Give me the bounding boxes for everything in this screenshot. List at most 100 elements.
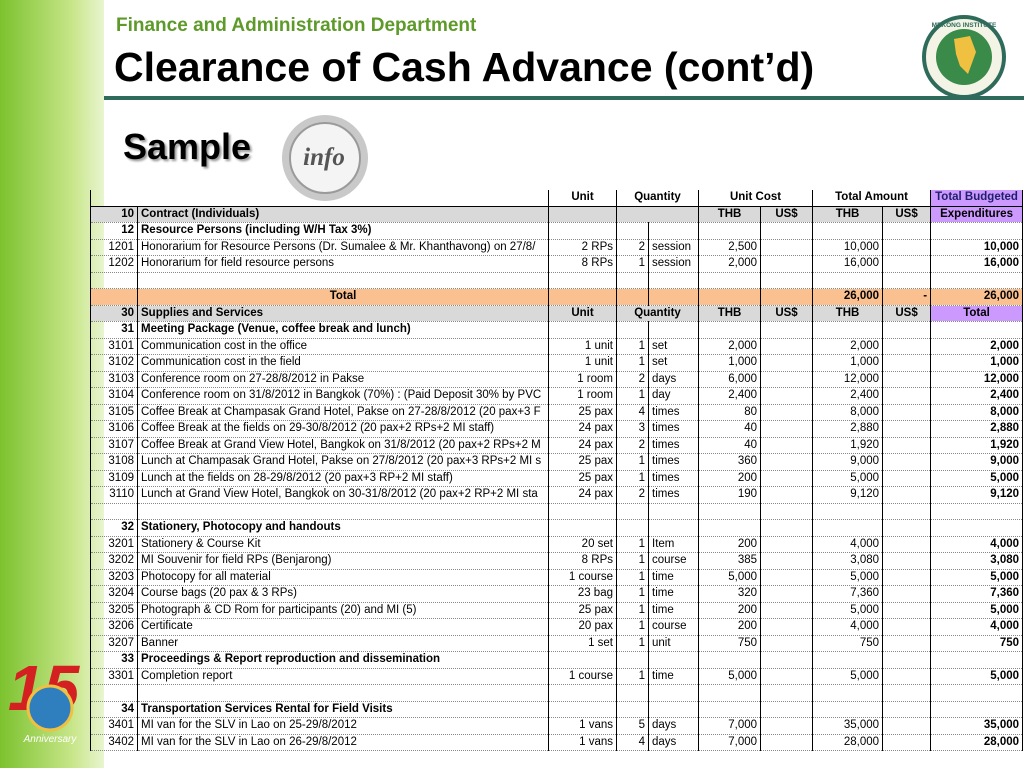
table-cell [698,272,762,289]
table-row: 3106 Coffee Break at the fields on 29-30/… [90,420,1024,438]
table-cell: Meeting Package (Venue, coffee break and… [137,321,549,339]
table-cell [812,503,884,520]
table-row: 3109 Lunch at the fields on 28-29/8/2012 … [90,470,1024,487]
table-cell: 3105 [90,404,138,421]
table-cell: 7,360 [812,585,884,603]
table-cell [548,503,617,520]
table-cell [882,387,932,405]
table-cell: 750 [812,635,884,652]
table-cell [760,222,814,240]
table-cell [760,684,814,702]
table-cell [882,668,932,685]
table-cell: 26,000 [812,288,884,306]
table-cell [548,651,617,669]
table-row: 3206 Certificate 20 pax 1 course 200 4,000 4,00… [90,618,1024,636]
table-cell: 10,000 [930,239,1024,256]
table-cell [760,503,814,520]
table-cell: 750 [930,635,1024,652]
table-cell: 30 [90,305,138,322]
table-cell: 5 [616,717,649,735]
table-cell: 1 [616,618,649,636]
table-cell: THB [698,206,762,223]
table-cell: 1 course [548,569,617,586]
table-cell: 2,880 [812,420,884,438]
table-row: 3105 Coffee Break at Champasak Grand Hote… [90,404,1024,421]
table-cell: 1 [616,585,649,603]
table-cell: 1 [616,453,649,471]
table-cell: 40 [698,437,762,454]
table-cell: 200 [698,602,762,619]
table-cell: 3103 [90,371,138,388]
table-cell [648,701,700,718]
table-cell: Conference room on 27-28/8/2012 in Pakse [137,371,549,388]
table-cell: 5,000 [812,602,884,619]
table-cell [812,519,884,537]
table-cell: US$ [882,206,932,223]
table-row: 3110 Lunch at Grand View Hotel, Bangkok o… [90,486,1024,504]
table-cell: Resource Persons (including W/H Tax 3%) [137,222,549,240]
table-cell [548,288,617,306]
table-cell: 4,000 [930,618,1024,636]
table-cell [812,272,884,289]
sample-label: Sample [123,126,252,167]
table-cell: 3204 [90,585,138,603]
table-cell: 35,000 [930,717,1024,735]
table-cell: 200 [698,470,762,487]
table-cell: 24 pax [548,420,617,438]
table-cell [882,734,932,751]
table-cell [812,701,884,718]
table-cell [760,470,814,487]
table-cell [760,272,814,289]
table-cell: 200 [698,618,762,636]
table-cell [882,371,932,388]
table-cell: times [648,486,700,504]
table-cell [882,321,932,339]
table-cell: times [648,470,700,487]
table-cell [616,321,649,339]
table-cell [882,272,932,289]
table-cell: 385 [698,552,762,570]
table-cell: Lunch at the fields on 28-29/8/2012 (20 … [137,470,549,487]
table-cell: 80 [698,404,762,421]
table-cell [548,519,617,537]
table-row: 3107 Coffee Break at Grand View Hotel, Ba… [90,437,1024,454]
table-cell: 6,000 [698,371,762,388]
table-cell: course [648,552,700,570]
table-cell [698,503,762,520]
table-row: 3203 Photocopy for all material 1 course 1 t… [90,569,1024,586]
table-cell [760,668,814,685]
table-row [90,503,1024,520]
table-row [90,684,1024,702]
table-cell: 1 [616,338,649,355]
table-cell: THB [812,305,884,322]
table-cell [90,684,138,702]
table-cell: 1 [616,635,649,652]
header-cell: Unit [548,190,617,207]
table-cell: 24 pax [548,486,617,504]
table-cell: 20 pax [548,618,617,636]
anniversary-logo: 15 Anniversary [8,652,81,745]
table-cell: 10,000 [812,239,884,256]
table-cell [930,503,1024,520]
table-cell [760,569,814,586]
table-row: 3204 Course bags (20 pax & 3 RPs) 23 bag 1 t… [90,585,1024,603]
table-cell [882,585,932,603]
table-cell: 5,000 [812,470,884,487]
table-cell [615,206,700,223]
table-row: 34 Transportation Services Rental for Fie… [90,701,1024,718]
table-cell: 3301 [90,668,138,685]
table-cell [616,684,649,702]
table-cell [698,288,762,306]
table-cell: 3110 [90,486,138,504]
table-cell: 1201 [90,239,138,256]
table-cell [648,222,700,240]
table-cell: 1 vans [548,717,617,735]
table-cell [760,354,814,372]
table-row: 31 Meeting Package (Venue, coffee break a… [90,321,1024,339]
table-cell: Total [137,288,549,306]
table-cell [882,437,932,454]
table-cell [760,585,814,603]
header-cell: Total Budgeted [930,190,1024,207]
table-cell: 2,400 [812,387,884,405]
table-cell: 3 [616,420,649,438]
